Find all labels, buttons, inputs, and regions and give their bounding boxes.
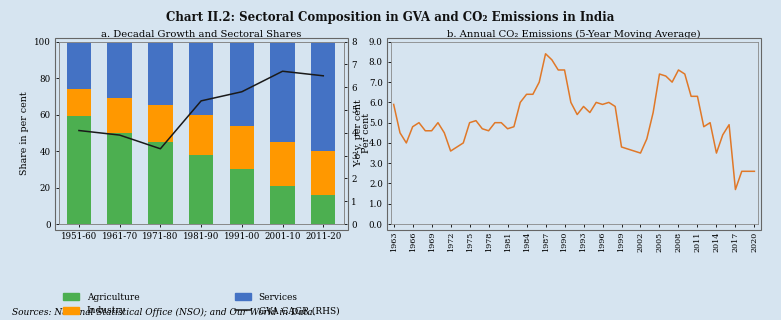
Bar bbox=[311, 42, 336, 151]
Bar bbox=[230, 42, 254, 125]
Bar bbox=[189, 42, 213, 115]
Bar bbox=[189, 115, 213, 155]
Bar bbox=[66, 42, 91, 89]
Bar bbox=[230, 169, 254, 224]
Bar bbox=[270, 142, 294, 186]
Legend: Agriculture, Industry, Services, GVA CAGR (RHS): Agriculture, Industry, Services, GVA CAG… bbox=[63, 293, 339, 316]
Bar bbox=[311, 151, 336, 195]
Bar bbox=[108, 98, 132, 133]
Title: b. Annual CO₂ Emissions (5-Year Moving Average): b. Annual CO₂ Emissions (5-Year Moving A… bbox=[448, 30, 701, 39]
Title: a. Decadal Growth and Sectoral Shares: a. Decadal Growth and Sectoral Shares bbox=[101, 30, 301, 39]
Bar bbox=[148, 105, 173, 142]
Bar bbox=[270, 186, 294, 224]
Bar bbox=[148, 142, 173, 224]
Bar bbox=[108, 133, 132, 224]
Text: Sources: National Statistical Office (NSO); and Our World in Data.: Sources: National Statistical Office (NS… bbox=[12, 308, 316, 317]
Bar bbox=[189, 155, 213, 224]
Bar bbox=[311, 195, 336, 224]
Bar bbox=[66, 116, 91, 224]
Bar bbox=[270, 42, 294, 142]
Y-axis label: Y-o-y, per cent: Y-o-y, per cent bbox=[355, 99, 363, 167]
Bar bbox=[148, 42, 173, 105]
Text: Chart II.2: Sectoral Composition in GVA and CO₂ Emissions in India: Chart II.2: Sectoral Composition in GVA … bbox=[166, 11, 615, 24]
Bar bbox=[66, 89, 91, 116]
Y-axis label: Share in per cent: Share in per cent bbox=[20, 91, 28, 175]
Bar bbox=[230, 125, 254, 169]
Bar bbox=[108, 42, 132, 98]
Y-axis label: Per cent: Per cent bbox=[362, 113, 372, 153]
